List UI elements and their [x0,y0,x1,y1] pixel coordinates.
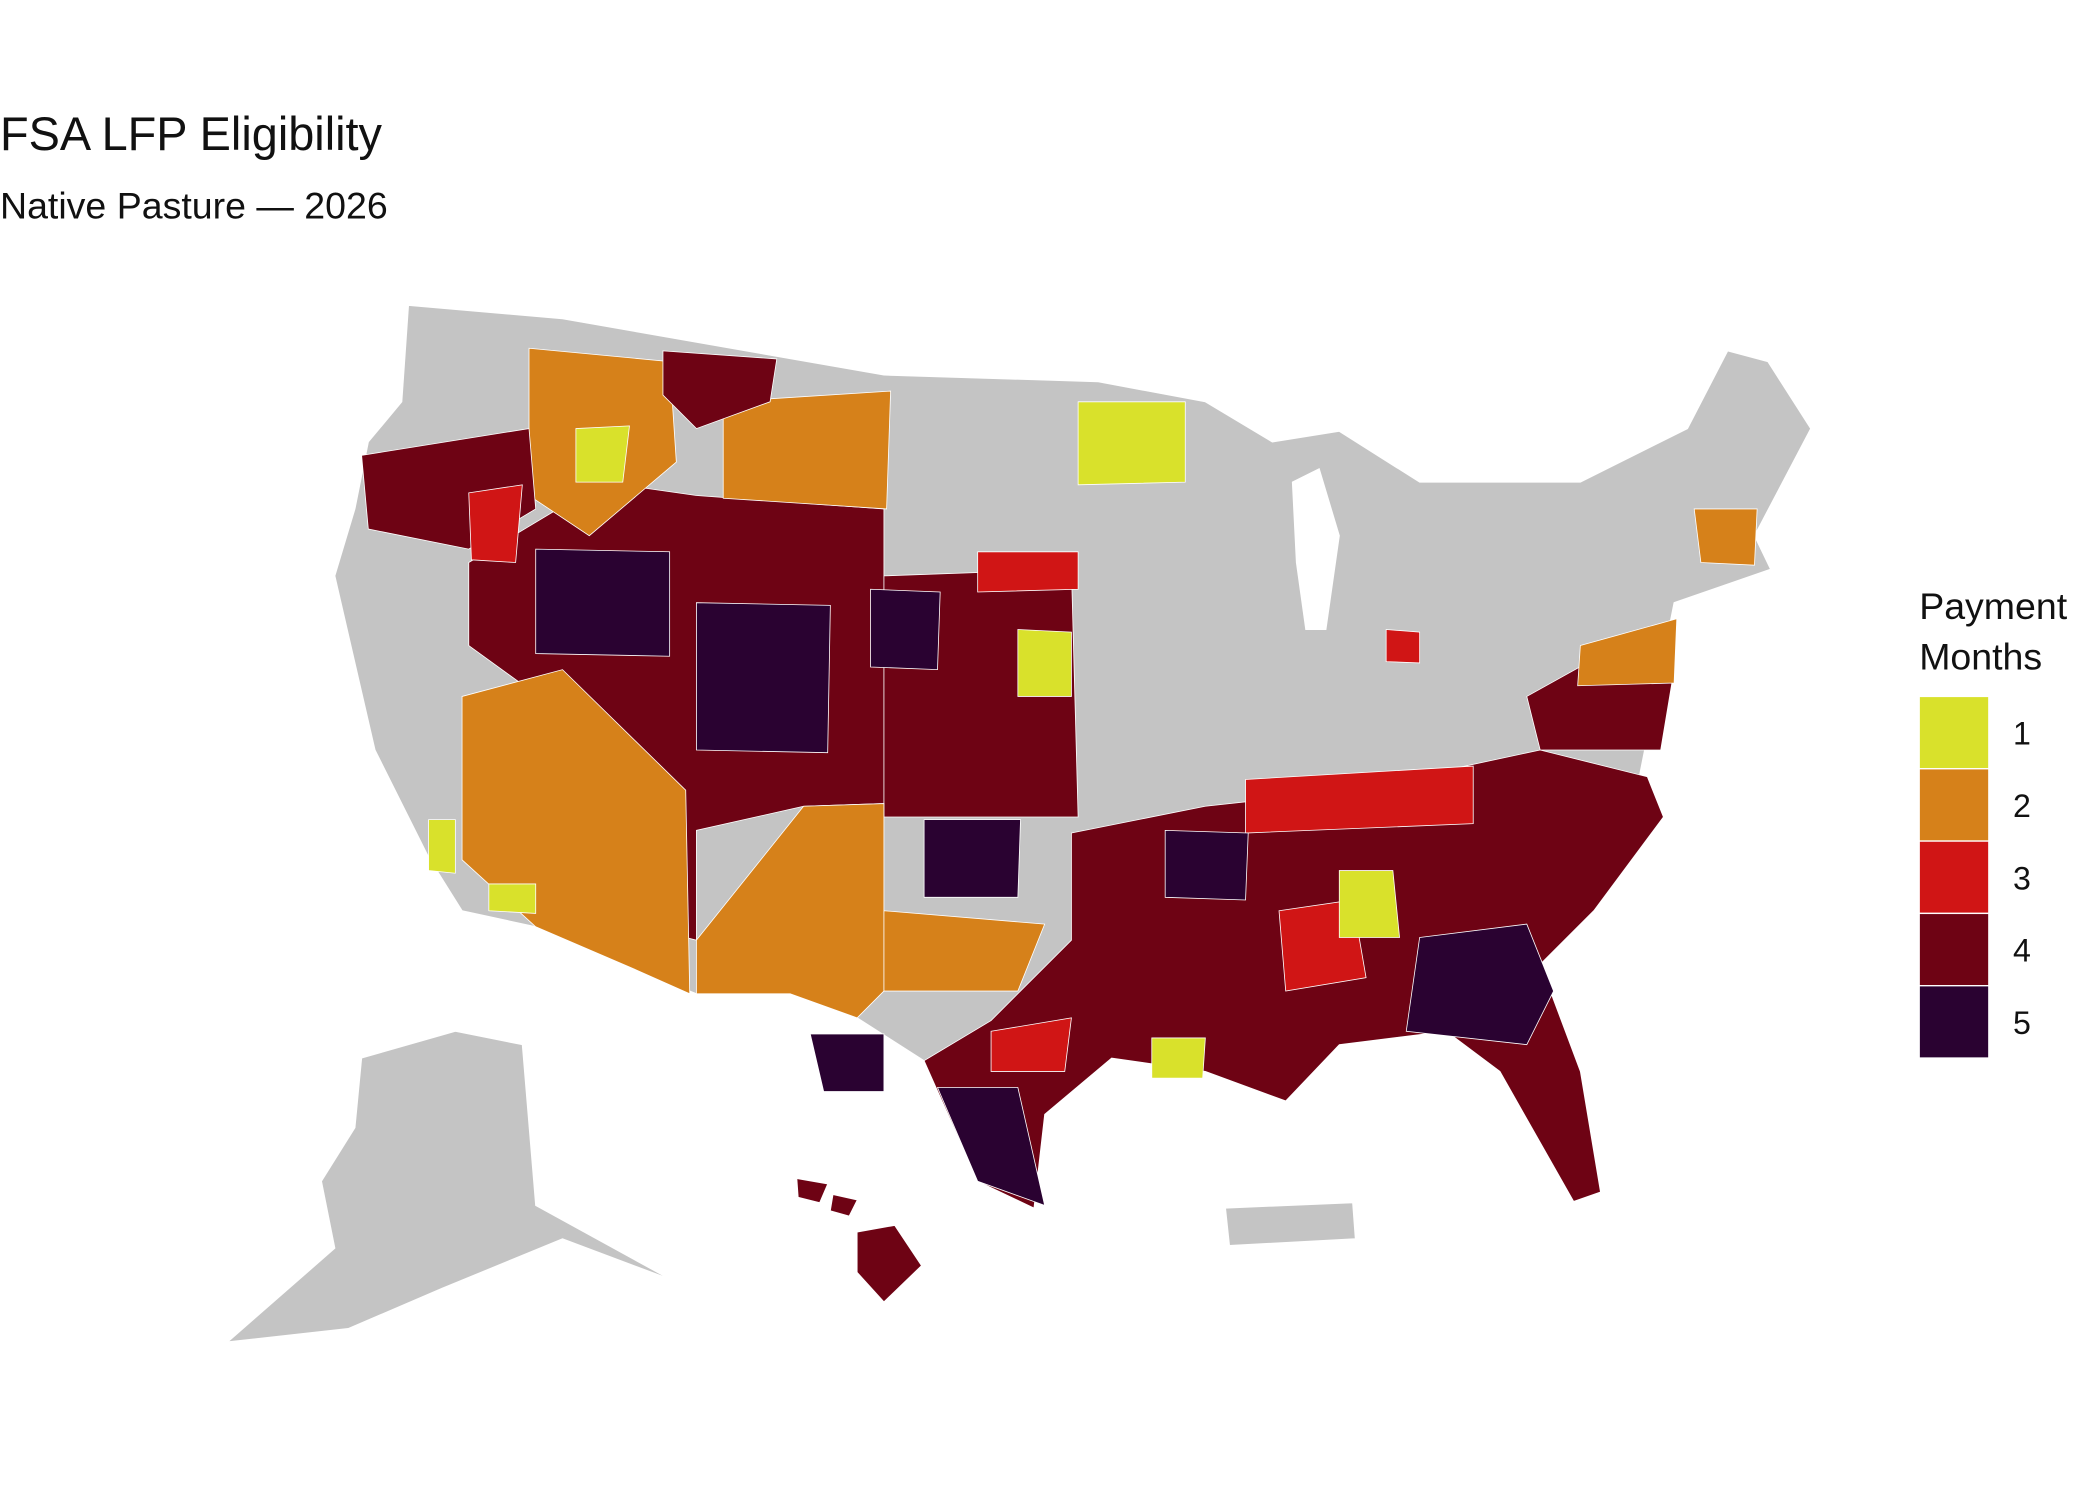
region [461,669,691,995]
legend-key [1918,840,1990,915]
region [1164,829,1249,901]
legend-title: Months [1919,636,2042,678]
region [1385,629,1421,664]
region [488,883,537,914]
region [696,803,885,1019]
region [722,390,892,510]
hawaii [796,1178,829,1204]
region [575,425,630,483]
region [696,602,831,754]
hawaii [856,1225,922,1303]
region [535,548,671,657]
eligibility-regions [361,347,1758,1303]
map-subtitle: Native Pasture — 2026 [0,184,388,226]
legend-key [1918,985,1990,1059]
map-title: FSA LFP Eligibility [0,108,383,160]
region [1338,870,1400,938]
region [936,1087,1046,1206]
alaska [226,1030,670,1343]
region [662,350,778,430]
region [428,819,456,874]
region [1577,618,1678,687]
hawaii [829,1194,858,1217]
legend-title: Payment [1919,585,2068,627]
region [923,819,1021,898]
region [1693,508,1758,566]
region [977,551,1079,593]
region [1077,401,1186,486]
legend-key [1918,912,1990,987]
region [1245,765,1474,834]
region [468,484,523,563]
legend: Payment Months 1 2 3 4 5 [1918,585,2068,1059]
region [990,1017,1072,1072]
legend-label: 3 [2013,860,2031,896]
region [1017,629,1072,697]
lake-michigan [1291,467,1340,630]
legend-label: 5 [2013,1005,2031,1041]
region [809,1033,885,1092]
legend-label: 2 [2013,788,2031,824]
region [883,910,1046,992]
legend-label: 4 [2013,933,2031,969]
puerto-rico [1224,1202,1356,1247]
region [1405,923,1555,1046]
legend-label: 1 [2013,716,2031,752]
region [870,588,941,671]
legend-key [1918,768,1990,842]
legend-key [1918,695,1990,770]
region [1151,1037,1206,1079]
